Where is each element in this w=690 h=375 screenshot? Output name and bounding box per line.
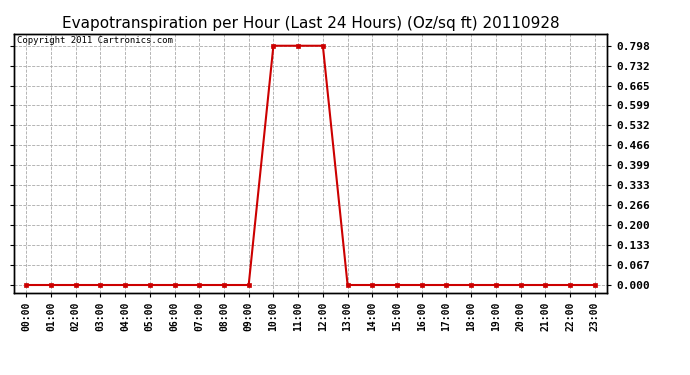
Text: Copyright 2011 Cartronics.com: Copyright 2011 Cartronics.com xyxy=(17,36,172,45)
Title: Evapotranspiration per Hour (Last 24 Hours) (Oz/sq ft) 20110928: Evapotranspiration per Hour (Last 24 Hou… xyxy=(61,16,560,31)
